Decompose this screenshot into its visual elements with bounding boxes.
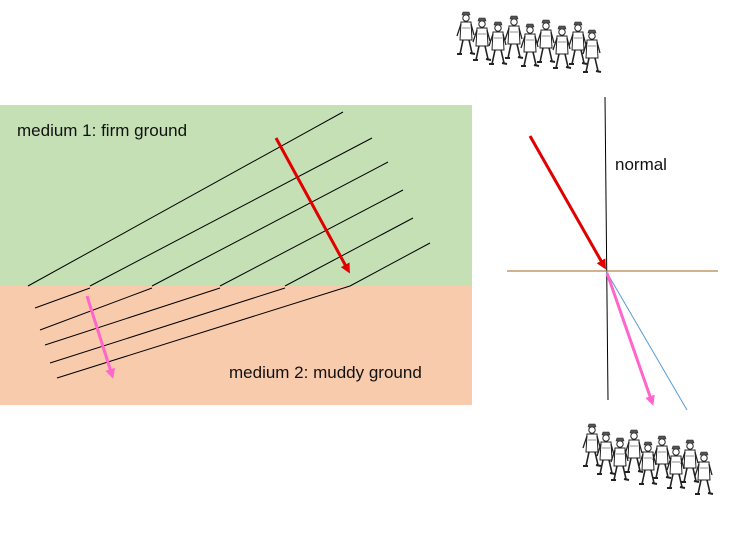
medium1-label: medium 1: firm ground	[17, 121, 187, 140]
incident-direction-arrow	[274, 137, 350, 274]
incident-ray-extension-line	[605, 270, 688, 411]
wavefronts-medium2	[34, 285, 351, 379]
wavefront-1	[27, 111, 344, 287]
normal-label: normal	[615, 155, 667, 174]
wavefront-7	[34, 287, 91, 309]
wavefront-3	[151, 161, 389, 287]
wavefront-5	[284, 217, 414, 287]
marching-soldiers-icon	[456, 11, 602, 73]
refracted-ray-arrow	[605, 272, 655, 406]
wavefront-2	[89, 137, 373, 287]
refracted-direction-arrow	[85, 295, 115, 379]
wavefronts-medium1	[27, 111, 431, 287]
wavefront-8	[39, 287, 153, 331]
wavefront-9	[44, 287, 221, 346]
medium2-label: medium 2: muddy ground	[229, 363, 422, 382]
incident-ray-arrow	[528, 135, 606, 270]
normal-line	[604, 96, 609, 401]
wavefront-10	[49, 287, 286, 364]
wavefront-6	[349, 242, 431, 287]
wavefront-11	[56, 285, 351, 379]
marching-soldiers-icon	[582, 423, 714, 495]
medium2-region	[0, 286, 472, 405]
wavefront-4	[219, 189, 404, 287]
